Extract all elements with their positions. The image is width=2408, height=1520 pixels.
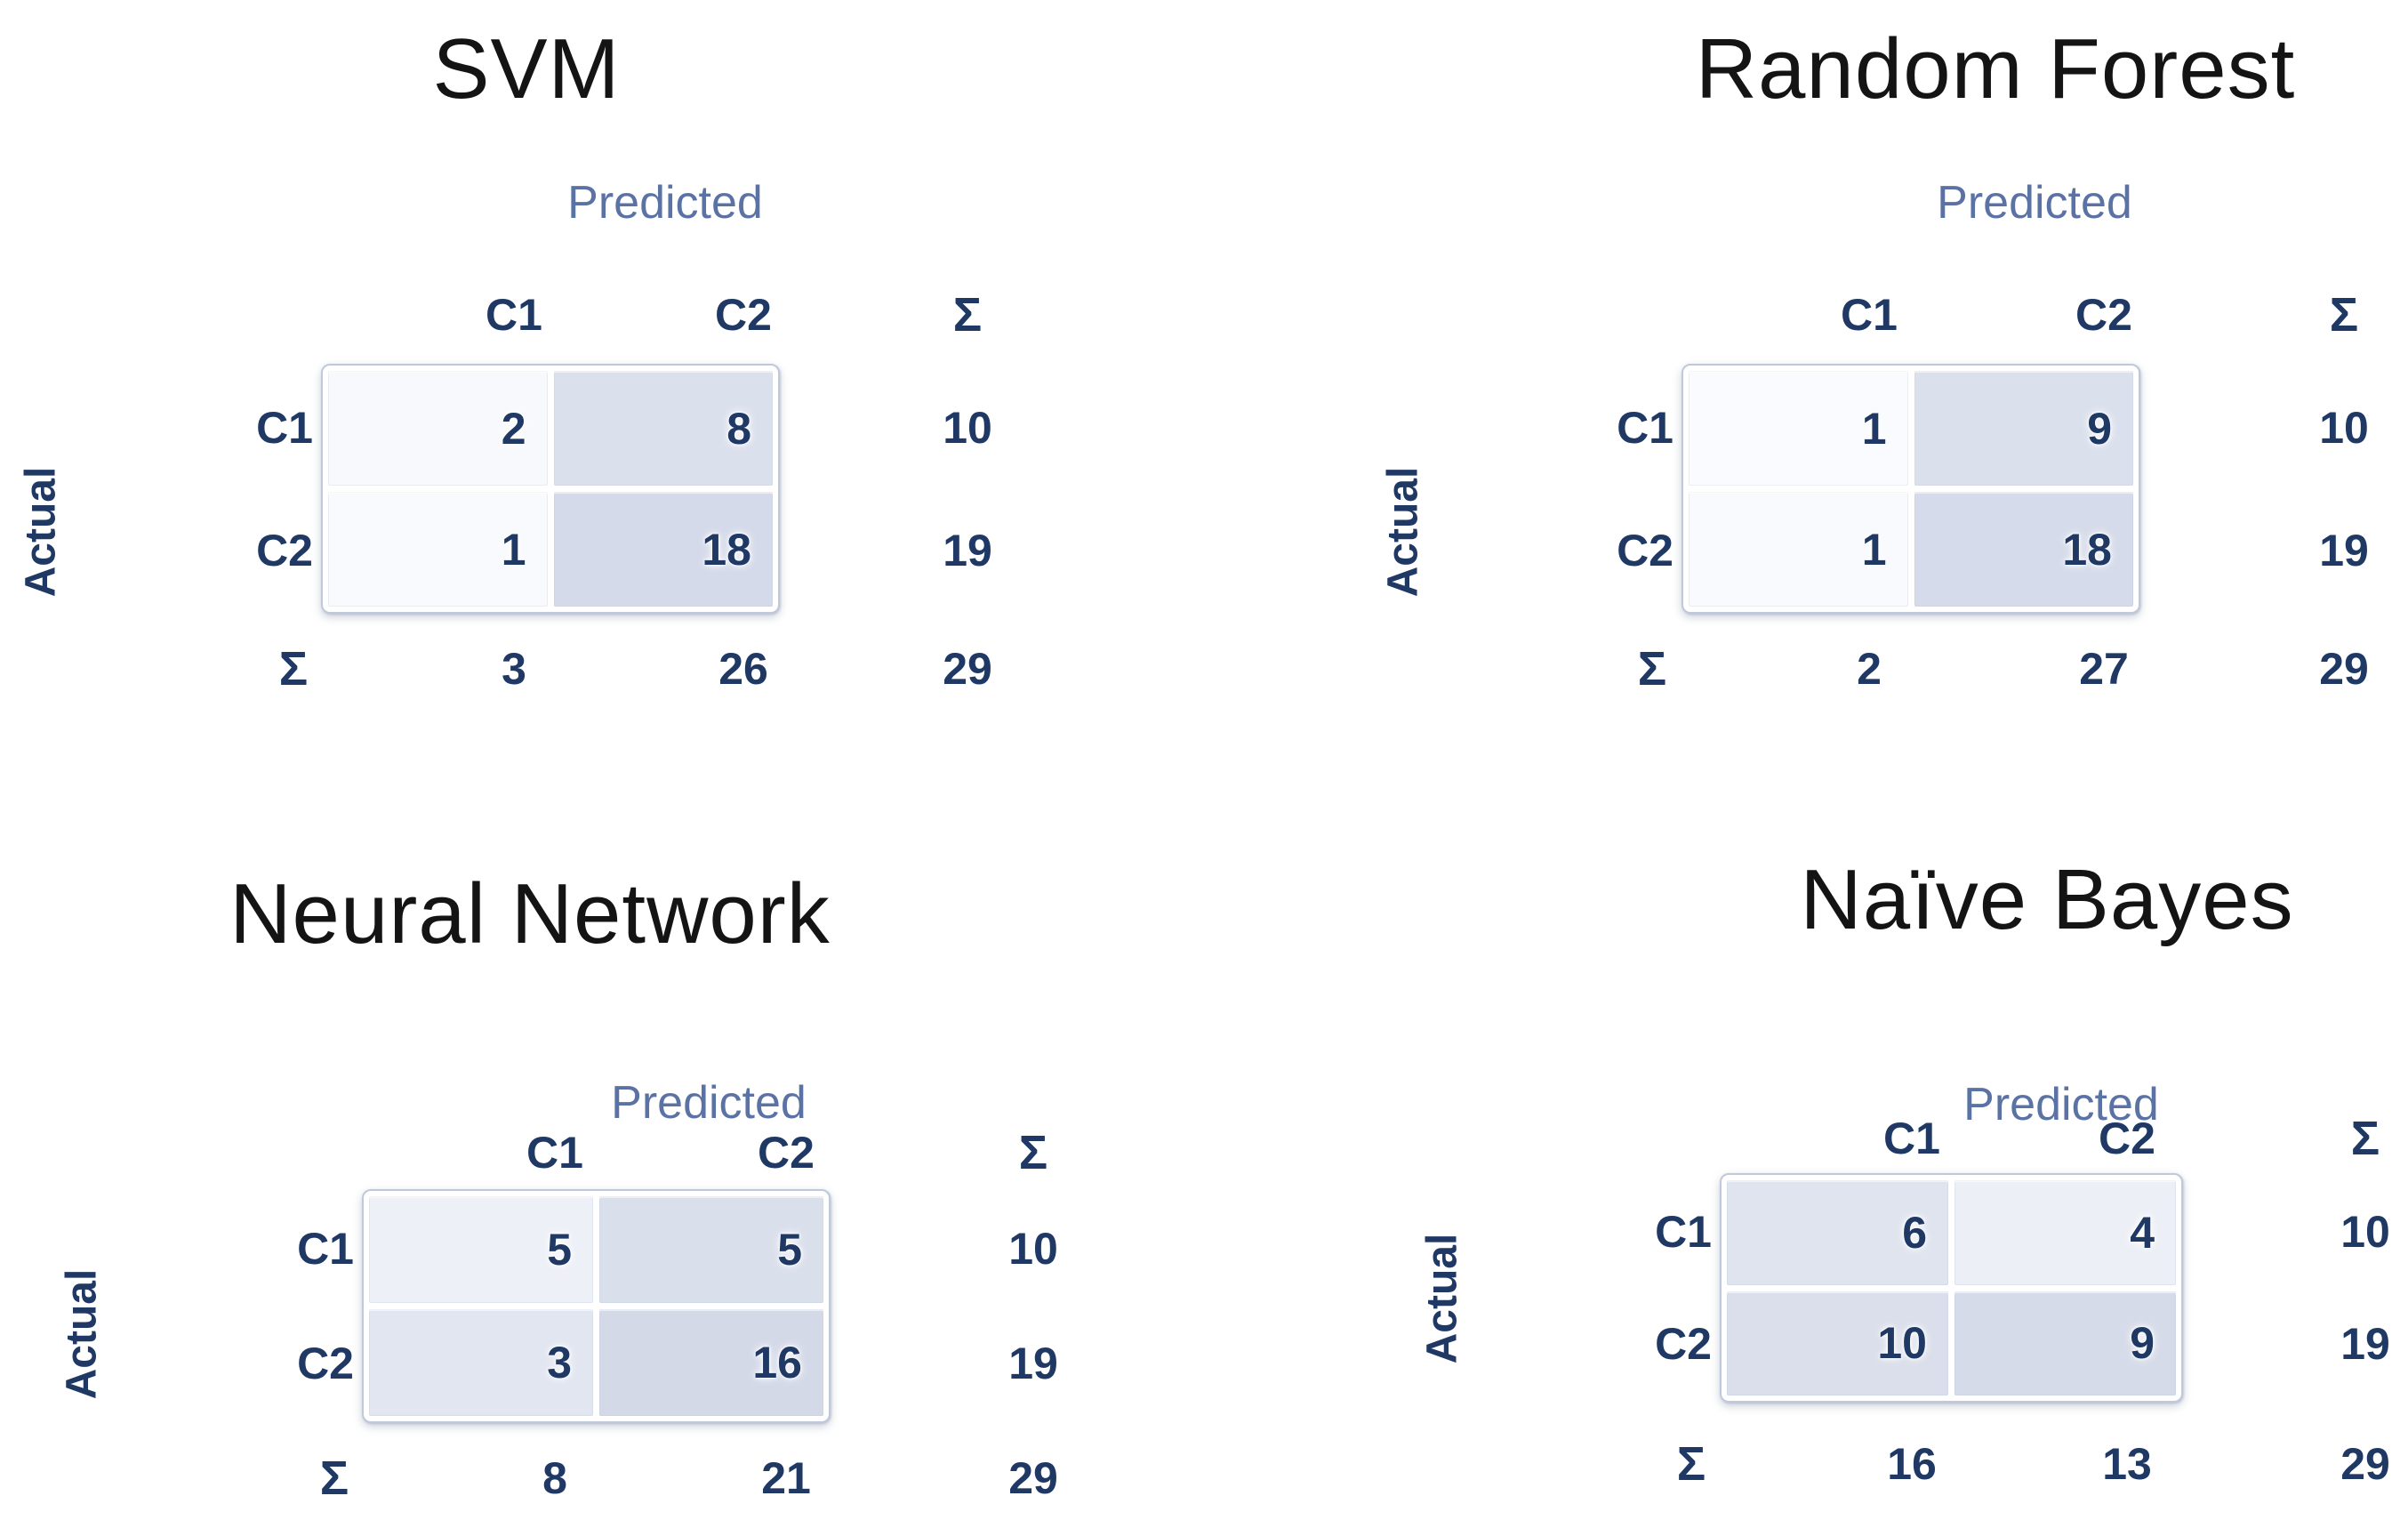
sum-col-header-icon: Σ bbox=[1018, 1126, 1048, 1179]
panel-title: Random Forest bbox=[1695, 21, 2296, 117]
row-sum-value: 19 bbox=[943, 525, 992, 575]
cell-value: 2 bbox=[501, 403, 526, 454]
row-sum-value: 10 bbox=[943, 402, 992, 453]
cell-value: 8 bbox=[726, 403, 751, 454]
cell-value: 10 bbox=[1877, 1318, 1927, 1369]
cell-value: 4 bbox=[2130, 1207, 2155, 1258]
col-sum-value: 8 bbox=[542, 1453, 567, 1503]
matrix-cell-r2c1: 1 bbox=[1689, 492, 1908, 607]
total-sum-value: 29 bbox=[2319, 644, 2369, 694]
col-sum-value: 27 bbox=[2079, 644, 2129, 694]
predicted-axis-label: Predicted bbox=[1963, 1079, 2159, 1130]
col-sum-value: 2 bbox=[1857, 644, 1882, 694]
sum-col-header-icon: Σ bbox=[2329, 288, 2359, 342]
matrix-cell-r1c2: 8 bbox=[553, 371, 773, 486]
actual-axis-label: Actual bbox=[17, 466, 65, 598]
predicted-axis-label: Predicted bbox=[567, 177, 763, 229]
row-label-c1: C1 bbox=[297, 1224, 354, 1274]
row-label-c2: C2 bbox=[1617, 525, 1674, 575]
cell-value: 18 bbox=[2062, 524, 2112, 575]
cell-value: 6 bbox=[1902, 1207, 1927, 1258]
cell-value: 1 bbox=[1861, 524, 1887, 575]
cell-value: 3 bbox=[547, 1338, 572, 1387]
row-sum-value: 10 bbox=[2340, 1206, 2390, 1257]
matrix-cell-r2c1: 1 bbox=[328, 492, 548, 607]
col-sum-value: 3 bbox=[502, 644, 526, 694]
row-label-c2: C2 bbox=[297, 1339, 354, 1388]
actual-axis-label: Actual bbox=[1418, 1233, 1466, 1364]
sum-row-label-icon: Σ bbox=[1637, 642, 1667, 696]
actual-axis-label: Actual bbox=[58, 1268, 106, 1400]
confusion-matrix-rf: 1 9 1 18 bbox=[1682, 364, 2140, 614]
matrix-cell-r2c2: 18 bbox=[553, 492, 773, 607]
panel-title: Neural Network bbox=[229, 866, 831, 961]
col-sum-value: 26 bbox=[718, 644, 768, 694]
row-sum-value: 19 bbox=[2340, 1319, 2390, 1370]
matrix-cell-r2c2: 9 bbox=[1954, 1291, 2176, 1395]
total-sum-value: 29 bbox=[1008, 1453, 1058, 1503]
confusion-matrix-svm: 2 8 1 18 bbox=[321, 364, 780, 614]
col-header-c1: C1 bbox=[1883, 1114, 1940, 1163]
sum-col-header-icon: Σ bbox=[952, 288, 983, 342]
matrix-cell-r2c2: 18 bbox=[1914, 492, 2133, 607]
matrix-cell-r1c2: 5 bbox=[599, 1196, 823, 1303]
row-label-c1: C1 bbox=[1655, 1206, 1712, 1257]
matrix-cell-r2c1: 3 bbox=[369, 1309, 593, 1416]
total-sum-value: 29 bbox=[2340, 1439, 2390, 1489]
matrix-cell-r2c1: 10 bbox=[1727, 1291, 1948, 1395]
confusion-matrix-nb: 6 4 10 9 bbox=[1720, 1173, 2183, 1403]
sum-row-label-icon: Σ bbox=[319, 1452, 349, 1505]
matrix-cell-r1c1: 2 bbox=[328, 371, 548, 486]
row-label-c2: C2 bbox=[1655, 1319, 1712, 1370]
col-header-c2: C2 bbox=[715, 290, 772, 340]
col-sum-value: 13 bbox=[2102, 1439, 2152, 1489]
col-header-c1: C1 bbox=[1841, 290, 1898, 340]
col-header-c1: C1 bbox=[526, 1128, 583, 1178]
cell-value: 1 bbox=[1861, 403, 1887, 454]
row-sum-value: 10 bbox=[2319, 402, 2369, 453]
cell-value: 1 bbox=[501, 524, 526, 575]
col-sum-value: 21 bbox=[761, 1453, 811, 1503]
cell-value: 9 bbox=[2087, 403, 2112, 454]
col-sum-value: 16 bbox=[1887, 1439, 1937, 1489]
col-header-c2: C2 bbox=[2075, 290, 2132, 340]
sum-row-label-icon: Σ bbox=[278, 642, 309, 696]
row-label-c1: C1 bbox=[1617, 402, 1674, 453]
sum-row-label-icon: Σ bbox=[1676, 1437, 1706, 1491]
row-sum-value: 10 bbox=[1008, 1224, 1058, 1274]
sum-col-header-icon: Σ bbox=[2350, 1112, 2380, 1165]
predicted-axis-label: Predicted bbox=[1937, 177, 2132, 229]
matrix-cell-r1c2: 9 bbox=[1914, 371, 2133, 486]
actual-axis-label: Actual bbox=[1379, 466, 1427, 598]
row-sum-value: 19 bbox=[2319, 525, 2369, 575]
cell-value: 18 bbox=[702, 524, 751, 575]
cell-value: 5 bbox=[547, 1225, 572, 1275]
total-sum-value: 29 bbox=[943, 644, 992, 694]
matrix-cell-r1c2: 4 bbox=[1954, 1180, 2176, 1285]
col-header-c2: C2 bbox=[758, 1128, 815, 1178]
panel-title: SVM bbox=[432, 21, 621, 117]
row-label-c1: C1 bbox=[256, 402, 313, 453]
matrix-cell-r1c1: 5 bbox=[369, 1196, 593, 1303]
matrix-cell-r2c2: 16 bbox=[599, 1309, 823, 1416]
confusion-matrix-nn: 5 5 3 16 bbox=[362, 1189, 831, 1423]
cell-value: 5 bbox=[777, 1225, 802, 1275]
cell-value: 16 bbox=[752, 1338, 802, 1387]
cell-value: 9 bbox=[2130, 1318, 2155, 1369]
row-label-c2: C2 bbox=[256, 525, 313, 575]
predicted-axis-label: Predicted bbox=[611, 1077, 807, 1129]
matrix-cell-r1c1: 6 bbox=[1727, 1180, 1948, 1285]
row-sum-value: 19 bbox=[1008, 1339, 1058, 1388]
panel-title: Naïve Bayes bbox=[1800, 852, 2294, 947]
col-header-c2: C2 bbox=[2099, 1114, 2155, 1163]
col-header-c1: C1 bbox=[486, 290, 542, 340]
matrix-cell-r1c1: 1 bbox=[1689, 371, 1908, 486]
